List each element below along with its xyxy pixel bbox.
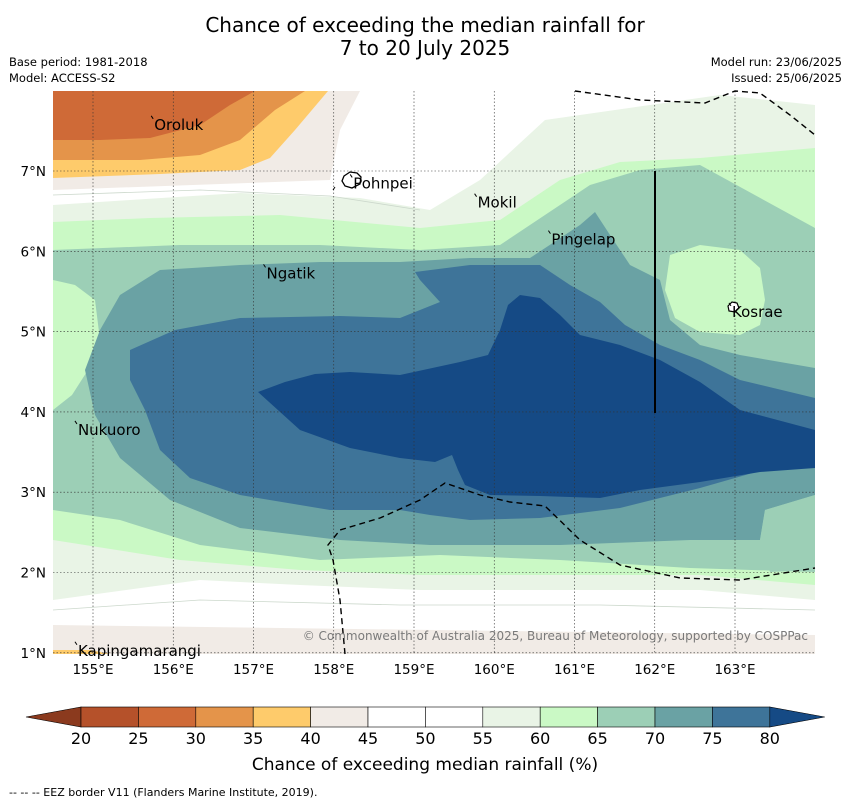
place-label-nukuoro: Nukuoro — [78, 421, 141, 439]
place-marker — [263, 264, 266, 268]
longitude-labels: 155°E 156°E 157°E 158°E 159°E 160°E 161°E 162°E… — [72, 662, 755, 678]
issued-text: Issued: 25/06/2025 — [731, 71, 842, 85]
place-label-kapingamarangi: Kapingamarangi — [78, 642, 201, 660]
place-label-kosrae: Kosrae — [732, 303, 783, 321]
contour-25-30 — [53, 91, 255, 140]
longitude-tick-label: 163°E — [714, 662, 755, 678]
place-label-mokil: Mokil — [478, 194, 517, 212]
contour-40-45-south — [53, 625, 815, 654]
colorbar-tick-label: 40 — [300, 729, 321, 748]
colorbar-tick-label: 20 — [70, 729, 92, 748]
pohnpei-island — [341, 171, 362, 189]
eez-border — [327, 90, 816, 655]
graticule — [53, 91, 815, 654]
meta-left: Base period: 1981-2018 Model: ACCESS-S2 — [9, 54, 148, 86]
colorbar-tick-label: 30 — [185, 729, 206, 748]
colorbar-segment — [597, 706, 656, 728]
place-marker — [349, 174, 353, 178]
colorbar-extend-low — [25, 706, 82, 728]
pohnpei-reef-mark — [332, 186, 336, 191]
colorbar-segment — [539, 706, 598, 728]
colorbar-tick-label: 45 — [357, 729, 379, 748]
colorbar-tick-label: 60 — [530, 729, 551, 748]
contour-60-65-kosrae — [665, 245, 765, 335]
longitude-tick-label: 157°E — [233, 662, 274, 678]
longitude-tick-label: 162°E — [634, 662, 675, 678]
colorbar-segment — [425, 706, 484, 728]
place-marker — [548, 230, 551, 234]
colorbar-tick-label: 80 — [759, 729, 780, 748]
colorbar-tick-label: 35 — [243, 729, 264, 748]
contour-65-70-southeast — [760, 495, 815, 572]
longitude-tick-label: 160°E — [474, 662, 515, 678]
latitude-tick-label: 6°N — [21, 244, 46, 260]
colorbar-extend-high — [769, 706, 825, 728]
base-period-text: Base period: 1981-2018 — [9, 55, 148, 69]
latitude-tick-label: 7°N — [21, 164, 46, 180]
map-title-line1: Chance of exceeding the median rainfall … — [205, 13, 645, 37]
latitude-tick-label: 1°N — [21, 646, 46, 662]
colorbar-tick-label: 70 — [644, 729, 666, 748]
colorbar-tick-label: 65 — [587, 729, 608, 748]
latitude-tick-label: 4°N — [21, 405, 46, 421]
longitude-tick-label: 156°E — [153, 662, 194, 678]
place-label-pohnpei: Pohnpei — [353, 174, 413, 192]
place-marker — [74, 641, 78, 646]
rainfall-map: 155°E 156°E 157°E 158°E 159°E 160°E 161°E 162°E… — [21, 90, 816, 678]
latitude-tick-label: 3°N — [21, 485, 46, 501]
colorbar-tick-label: 50 — [415, 729, 436, 748]
model-text: Model: ACCESS-S2 — [9, 71, 116, 85]
colorbar-segment — [482, 706, 541, 728]
place-marker — [150, 115, 154, 120]
kosrae-island — [727, 301, 740, 313]
place-label-pingelap: Pingelap — [551, 231, 615, 249]
contour-60-65-west — [53, 280, 100, 410]
place-labels: Oroluk Pohnpei Mokil Pingelap Ngatik Kosrae Nu… — [74, 115, 783, 660]
colorbar-tick-label: 75 — [702, 729, 723, 748]
footer-note: -- -- -- EEZ border V11 (Flanders Marine… — [9, 786, 318, 799]
place-marker — [474, 193, 478, 197]
colorbar-segment — [80, 706, 139, 728]
meta-right: Model run: 23/06/2025 Issued: 25/06/2025 — [711, 54, 842, 86]
colorbar-segment — [138, 706, 197, 728]
contour-fields — [53, 91, 815, 654]
contour-above-80 — [258, 295, 815, 498]
map-title-line2: 7 to 20 July 2025 — [339, 36, 511, 60]
place-label-oroluk: Oroluk — [154, 116, 203, 134]
longitude-tick-label: 159°E — [393, 662, 434, 678]
copyright-text: © Commonwealth of Australia 2025, Bureau… — [303, 629, 808, 643]
latitude-tick-label: 5°N — [21, 325, 46, 341]
colorbar-title: Chance of exceeding median rainfall (%) — [251, 755, 599, 775]
latitude-labels: 7°N 6°N 5°N 4°N 3°N 2°N 1°N — [21, 164, 46, 662]
place-label-ngatik: Ngatik — [267, 264, 316, 282]
colorbar-segment — [367, 706, 426, 728]
colorbar-tick-label: 55 — [472, 729, 493, 748]
colorbar-segment — [310, 706, 369, 728]
place-marker — [728, 302, 732, 307]
longitude-tick-label: 161°E — [554, 662, 595, 678]
colorbar-segment — [712, 706, 771, 728]
longitude-tick-label: 158°E — [313, 662, 354, 678]
colorbar-segment — [654, 706, 713, 728]
colorbar-tick-label: 25 — [128, 729, 149, 748]
colorbar-segment — [252, 706, 311, 728]
place-marker — [74, 420, 78, 425]
model-run-text: Model run: 23/06/2025 — [710, 55, 842, 69]
latitude-tick-label: 2°N — [21, 566, 46, 582]
longitude-tick-label: 155°E — [72, 662, 113, 678]
colorbar-segment — [195, 706, 254, 728]
